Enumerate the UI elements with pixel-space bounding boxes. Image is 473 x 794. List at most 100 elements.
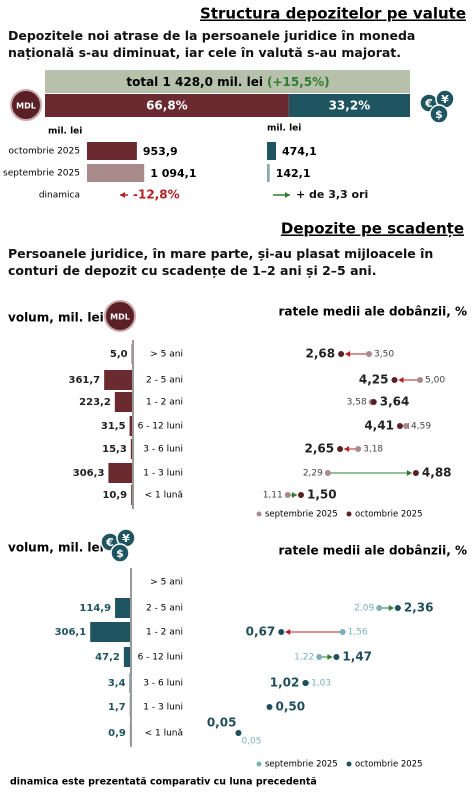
rate-label-oct: 1,47 <box>342 650 372 664</box>
rate-label-oct: 3,64 <box>380 395 410 409</box>
rate-label-oct: 0,67 <box>246 625 276 639</box>
rate-dot-sep <box>284 492 291 498</box>
rate-dot-oct <box>338 351 345 357</box>
rate-dot-oct <box>391 377 398 383</box>
rate-title: ratele medii ale dobânzii, % <box>278 305 467 319</box>
volume-bar <box>130 439 132 459</box>
dynamics-value: -12,8% <box>133 188 180 202</box>
volume-label: 142,1 <box>276 167 311 180</box>
rate-label-oct: 1,02 <box>270 676 300 690</box>
rate-dot-sep <box>316 654 323 660</box>
currency-symbol: ¥ <box>122 532 130 545</box>
period-label: septembrie 2025 <box>3 169 80 179</box>
currency-symbol: € <box>424 97 433 110</box>
category-label: < 1 lună <box>145 729 183 739</box>
arrow-head <box>285 629 291 635</box>
share-bar <box>288 94 410 117</box>
volume-label: 361,7 <box>69 375 101 386</box>
category-label: 3 - 6 luni <box>143 679 183 689</box>
currency-symbol: $ <box>435 108 443 121</box>
total-label: total 1 428,0 mil. lei <box>126 75 263 89</box>
period-label: octombrie 2025 <box>9 147 80 157</box>
rate-label-sep: 2,09 <box>354 604 374 614</box>
rate-label-sep: 1,11 <box>263 491 283 501</box>
rate-label-oct: 2,36 <box>404 601 434 615</box>
volume-label: 1 094,1 <box>150 167 196 180</box>
rate-dot-sep <box>403 423 410 429</box>
unit-label: mil. lei <box>48 127 82 137</box>
arrow-head <box>344 446 350 452</box>
rate-dot-oct <box>394 605 401 611</box>
arrow-head <box>398 377 404 383</box>
rate-dot-oct <box>337 446 344 452</box>
rate-label-sep: 0,05 <box>241 737 261 747</box>
volume-label: 0,9 <box>108 728 126 739</box>
volume-bar <box>87 142 137 160</box>
section-title: Structura depozitelor pe valute <box>200 5 466 23</box>
volume-label: 953,9 <box>143 145 178 158</box>
dynamics-label: dinamica <box>39 191 80 201</box>
intro-text: Depozitele noi atrase de la persoanele j… <box>8 28 416 60</box>
arrow-head <box>327 654 333 660</box>
mdl-badge <box>10 89 42 121</box>
total-change: (+15,5%) <box>267 75 330 89</box>
currency-icon <box>429 104 449 124</box>
category-label: 1 - 3 luni <box>143 469 183 479</box>
volume-label: 15,3 <box>102 444 127 455</box>
rate-label-sep: 2,29 <box>303 469 323 479</box>
volume-label: 114,9 <box>79 603 111 614</box>
rate-dot-sep <box>339 629 346 635</box>
rate-label-oct: 4,88 <box>422 466 452 480</box>
category-label: 1 - 2 ani <box>146 398 183 408</box>
arrow-head <box>406 470 412 476</box>
arrow-head <box>120 192 125 198</box>
legend-dot <box>346 511 352 517</box>
rate-dot-sep <box>417 377 423 383</box>
rate-title: ratele medii ale dobânzii, % <box>278 544 467 558</box>
volume-bar <box>267 142 277 160</box>
share-label: 33,2% <box>329 99 371 113</box>
rate-label-sep: 3,58 <box>347 398 367 408</box>
volume-label: 3,4 <box>108 678 126 689</box>
volume-label: 47,2 <box>95 652 120 663</box>
mdl-badge-label: MDL <box>110 313 130 322</box>
arrow-head <box>345 351 351 357</box>
legend-dot <box>256 511 262 517</box>
mdl-badge-label: MDL <box>16 102 36 111</box>
volume-bar <box>108 463 132 483</box>
volume-bar <box>114 392 132 412</box>
rate-label-sep: 5,00 <box>425 376 445 386</box>
currency-icon <box>110 543 130 563</box>
rate-dot-oct <box>298 492 304 498</box>
volume-label: 306,1 <box>55 627 87 638</box>
category-label: > 5 ani <box>150 350 183 360</box>
rate-label-sep: 1,03 <box>311 679 331 689</box>
volume-label: 5,0 <box>110 349 128 360</box>
total-bar <box>45 70 410 93</box>
volume-title: volum, mil. lei <box>8 541 104 555</box>
rate-dot-oct <box>278 629 285 635</box>
category-label: 2 - 5 ani <box>146 376 183 386</box>
legend-dot <box>346 761 352 767</box>
section-title: Depozite pe scadențe <box>281 220 464 238</box>
maturity-text: Persoanele juridice, în mare parte, și-a… <box>8 246 434 278</box>
share-bar <box>45 94 289 117</box>
category-label: 1 - 2 ani <box>146 628 183 638</box>
category-label: 3 - 6 luni <box>143 445 183 455</box>
volume-label: 10,9 <box>102 490 127 501</box>
rate-label-oct: 0,50 <box>276 700 306 714</box>
volume-label: 1,7 <box>108 702 126 713</box>
category-label: 2 - 5 ani <box>146 604 183 614</box>
volume-label: 31,5 <box>101 421 126 432</box>
rate-dot-oct <box>266 704 273 710</box>
volume-bar <box>267 164 270 182</box>
rate-dot-oct <box>396 423 403 429</box>
legend-label: octombrie 2025 <box>355 510 423 520</box>
rate-label-oct: 1,50 <box>307 488 337 502</box>
arrow-head <box>285 192 290 198</box>
legend-label: septembrie 2025 <box>265 510 338 520</box>
legend-dot <box>256 761 262 767</box>
currency-symbol: $ <box>116 547 124 560</box>
